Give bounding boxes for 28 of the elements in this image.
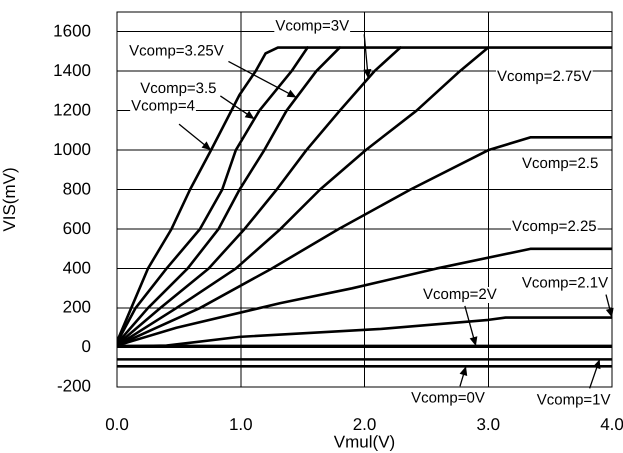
x-tick-label: 0.0 xyxy=(105,414,129,434)
y-axis-title: VIS(mV) xyxy=(0,167,19,232)
y-tick-label: 1400 xyxy=(53,60,91,80)
x-tick-label: 1.0 xyxy=(228,414,253,434)
x-tick-label: 4.0 xyxy=(600,414,623,434)
y-tick-label: 1600 xyxy=(53,21,91,40)
y-tick-label: -200 xyxy=(56,376,91,396)
annotation: Vcomp=2.1V xyxy=(522,274,608,292)
annotation: Vcomp=2V xyxy=(422,286,497,304)
x-axis-title: Vmul(V) xyxy=(334,432,396,452)
y-tick-label: 600 xyxy=(62,218,91,238)
annotation: Vcomp=2.75V xyxy=(497,68,592,86)
annotation: Vcomp=4 xyxy=(131,97,195,114)
annotation: Vcomp=3.5 xyxy=(140,80,217,98)
annotation: Vcomp=1V xyxy=(536,392,611,409)
y-tick-label: 0 xyxy=(82,337,91,356)
y-tick-label: 200 xyxy=(62,298,91,317)
annotation: Vcomp=2.5 xyxy=(522,155,598,172)
annotation: Vcomp=0V xyxy=(411,389,485,406)
x-tick-label: 3.0 xyxy=(476,414,500,434)
y-tick-label: 400 xyxy=(62,258,91,278)
annotation: Vcomp=3V xyxy=(275,17,350,34)
annotation: Vcomp=2.25 xyxy=(512,218,597,236)
annotation: Vcomp=3.25V xyxy=(129,42,224,60)
y-tick-label: 1000 xyxy=(53,140,91,159)
x-tick-label: 2.0 xyxy=(352,414,376,434)
y-tick-label: 800 xyxy=(62,179,91,198)
y-tick-label: 1200 xyxy=(53,100,91,120)
